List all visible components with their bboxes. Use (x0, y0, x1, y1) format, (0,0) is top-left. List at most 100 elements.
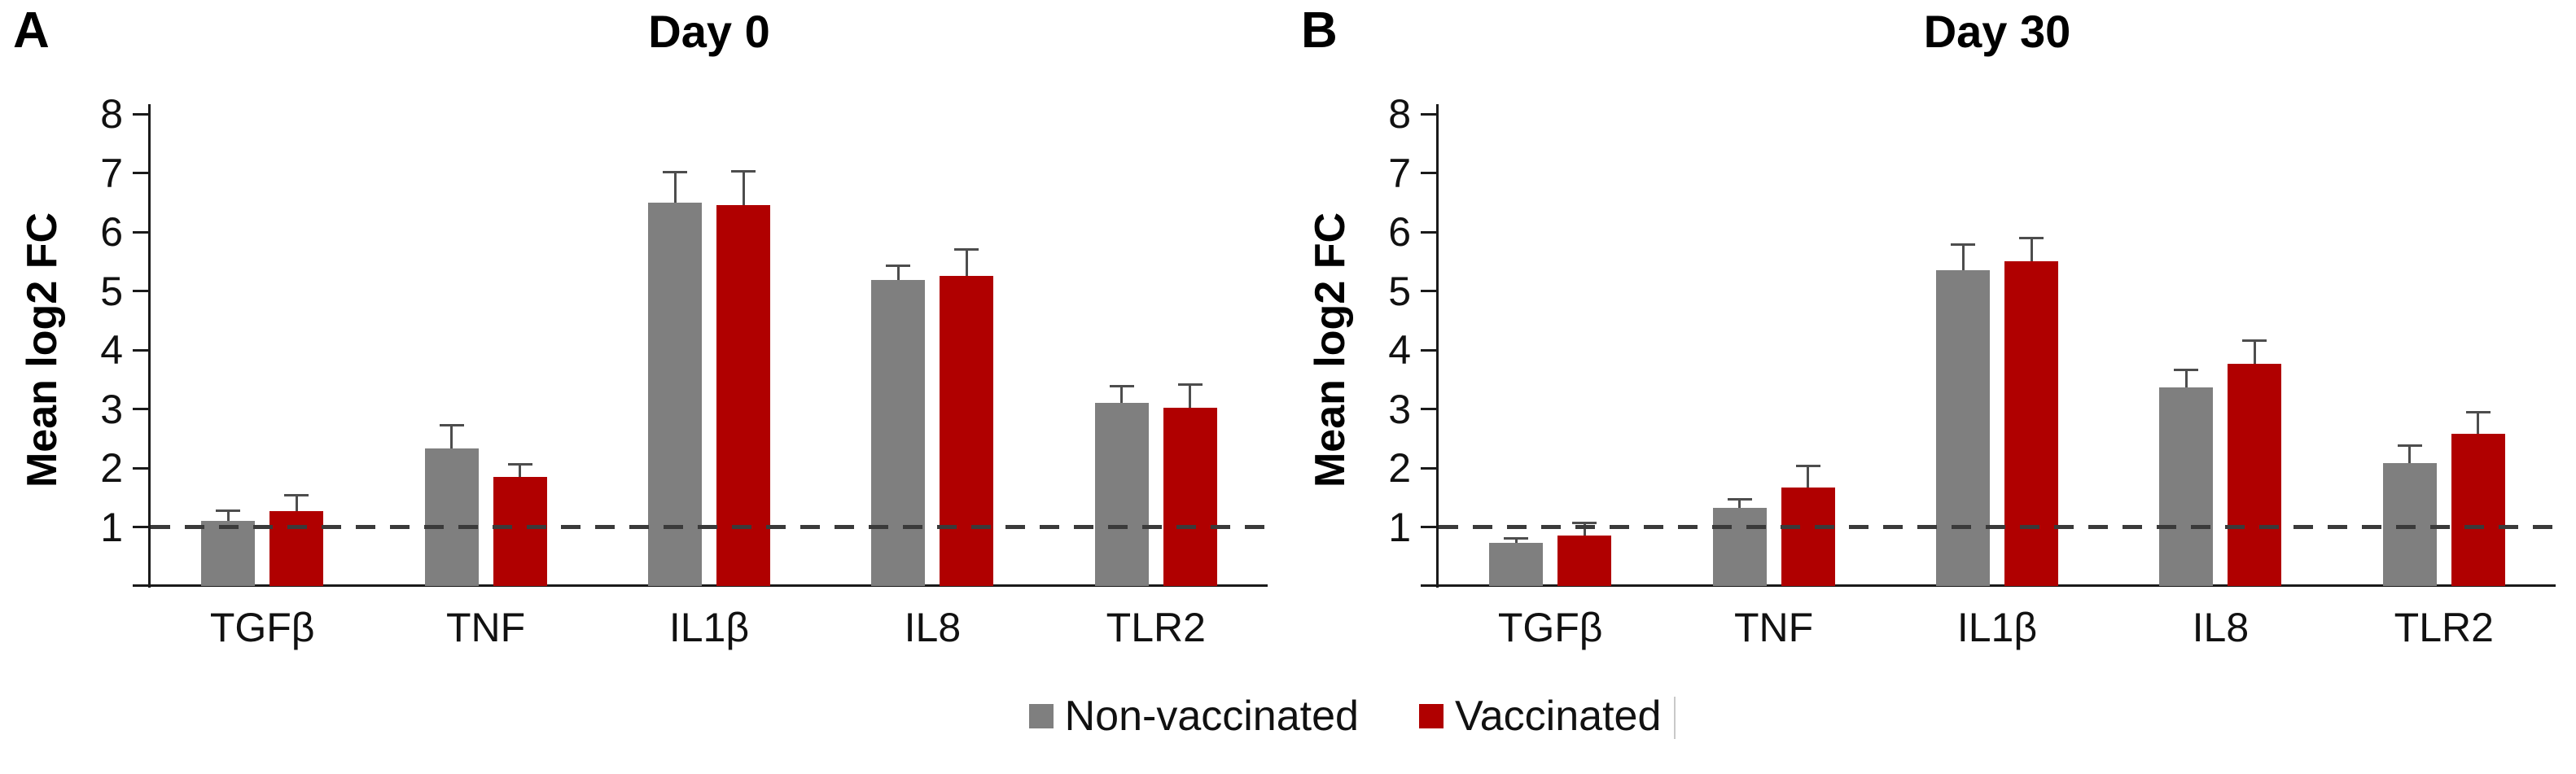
x-category-label: TNF (445, 605, 526, 650)
plot-area: 1 2 3 4 5 6 7 8 TGFβ TNF IL1β IL8 TLR2 (100, 91, 1268, 650)
error-bar-line (1120, 385, 1124, 404)
error-bar-cap (1177, 383, 1203, 387)
bar-non-vaccinated (424, 448, 479, 586)
error-bar-cap (2242, 339, 2267, 342)
y-tick-label: 5 (1388, 268, 1411, 314)
y-tick-label: 2 (1388, 445, 1411, 491)
error-bar-cap (2174, 368, 2199, 371)
x-category-label: TLR2 (1106, 605, 1206, 650)
x-category-label: TGFβ (1497, 605, 1603, 650)
y-tick (1421, 172, 1439, 174)
x-category-label: TNF (1733, 605, 1814, 650)
y-tick (1421, 290, 1439, 292)
error-bar-cap (2019, 237, 2044, 240)
error-bar-cap (216, 509, 241, 513)
bar-non-vaccinated (201, 521, 256, 586)
error-bar-line (673, 172, 677, 203)
bar-non-vaccinated (1094, 403, 1149, 586)
error-bar-line (2184, 369, 2188, 387)
legend-swatch-vaccinated (1418, 704, 1444, 728)
error-bar-cap (2397, 444, 2422, 448)
y-tick-label: 8 (1388, 91, 1411, 137)
bar-vaccinated (716, 205, 770, 586)
error-bar-cap (1504, 537, 1529, 540)
bar-vaccinated (1781, 487, 1835, 586)
error-bar-line (1738, 498, 1741, 508)
chart-title-day0: Day 0 (648, 6, 770, 57)
error-bar-cap (954, 248, 979, 251)
error-bar-line (1189, 384, 1192, 409)
bar-non-vaccinated (1489, 543, 1544, 586)
bar-non-vaccinated (871, 280, 926, 586)
x-category-label: IL8 (904, 605, 962, 650)
error-bar-cap (663, 171, 687, 174)
error-bar-cap (1795, 465, 1820, 468)
x-category-label: IL8 (2192, 605, 2250, 650)
error-bar-line (2477, 412, 2480, 434)
y-tick (133, 230, 151, 234)
y-tick-label: 6 (100, 209, 123, 255)
error-bar-line (226, 510, 230, 522)
error-bar-cap (2465, 411, 2491, 414)
y-tick (133, 112, 151, 116)
legend-item-non-vaccinated: Non-vaccinated (1028, 692, 1359, 741)
y-tick-label: 5 (100, 268, 123, 314)
error-bar-line (295, 494, 298, 511)
error-bar-line (519, 463, 522, 477)
bar-non-vaccinated (648, 202, 702, 586)
bar-vaccinated (1163, 408, 1217, 586)
error-bar-line (1961, 243, 1965, 271)
y-tick-label: 4 (1388, 327, 1411, 373)
y-tick (1421, 526, 1439, 528)
error-bar-line (1514, 538, 1518, 544)
y-axis-line (148, 104, 151, 588)
error-bar-line (2253, 339, 2256, 364)
error-bar-line (742, 171, 745, 206)
y-tick-label: 7 (100, 150, 123, 196)
y-tick (1421, 408, 1439, 410)
x-category-label: TGFβ (209, 605, 315, 650)
y-tick (133, 526, 151, 528)
error-bar-line (2030, 238, 2033, 262)
bar-non-vaccinated (1936, 270, 1990, 586)
error-bar-cap (284, 493, 309, 496)
error-bar-cap (507, 462, 532, 466)
y-tick-label: 8 (100, 91, 123, 137)
y-tick (1421, 230, 1439, 234)
error-bar-line (1807, 466, 1810, 488)
legend-label-vaccinated: Vaccinated (1454, 693, 1662, 740)
bar-non-vaccinated (2382, 463, 2437, 586)
plot-area: 1 2 3 4 5 6 7 8 TGFβ TNF IL1β IL8 TLR2 (1388, 91, 2556, 650)
x-category-label: IL1β (668, 605, 750, 650)
stray-mark (1674, 697, 1676, 739)
y-tick (1421, 466, 1439, 470)
error-bar-line (1583, 523, 1586, 536)
legend: Non-vaccinated Vaccinated (57, 692, 2576, 741)
error-bar-cap (1109, 384, 1134, 387)
bar-vaccinated (2451, 433, 2505, 586)
y-tick-label: 4 (100, 327, 123, 373)
x-category-label: TLR2 (2394, 605, 2494, 650)
y-tick (133, 466, 151, 470)
y-tick-label: 2 (100, 445, 123, 491)
error-bar-line (450, 425, 453, 449)
panel-day0: A Day 0 Mean log2 FC 1 2 3 4 5 6 7 8 TGFβ TNF IL1β… (13, 2, 1268, 650)
panel-letter-a: A (13, 2, 50, 59)
chart-title-day30: Day 30 (1923, 6, 2071, 57)
error-bar-cap (731, 170, 756, 173)
y-tick (133, 408, 151, 410)
bar-vaccinated (2004, 261, 2058, 586)
reference-dashed-line (151, 525, 1268, 529)
y-tick-label: 3 (100, 386, 123, 432)
bar-vaccinated (493, 476, 547, 586)
legend-label-non-vaccinated: Non-vaccinated (1064, 693, 1359, 740)
panel-day30: B Day 30 Mean log2 FC 1 2 3 4 5 6 7 8 TGFβ TNF IL1… (1288, 0, 2576, 774)
y-tick-label: 3 (1388, 386, 1411, 432)
y-tick (133, 290, 151, 292)
y-tick (133, 348, 151, 352)
legend-swatch-non-vaccinated (1028, 704, 1054, 728)
bar-vaccinated (2228, 363, 2282, 586)
error-bar-line (965, 249, 968, 277)
error-bar-cap (1951, 243, 1975, 246)
error-bar-cap (439, 424, 464, 427)
